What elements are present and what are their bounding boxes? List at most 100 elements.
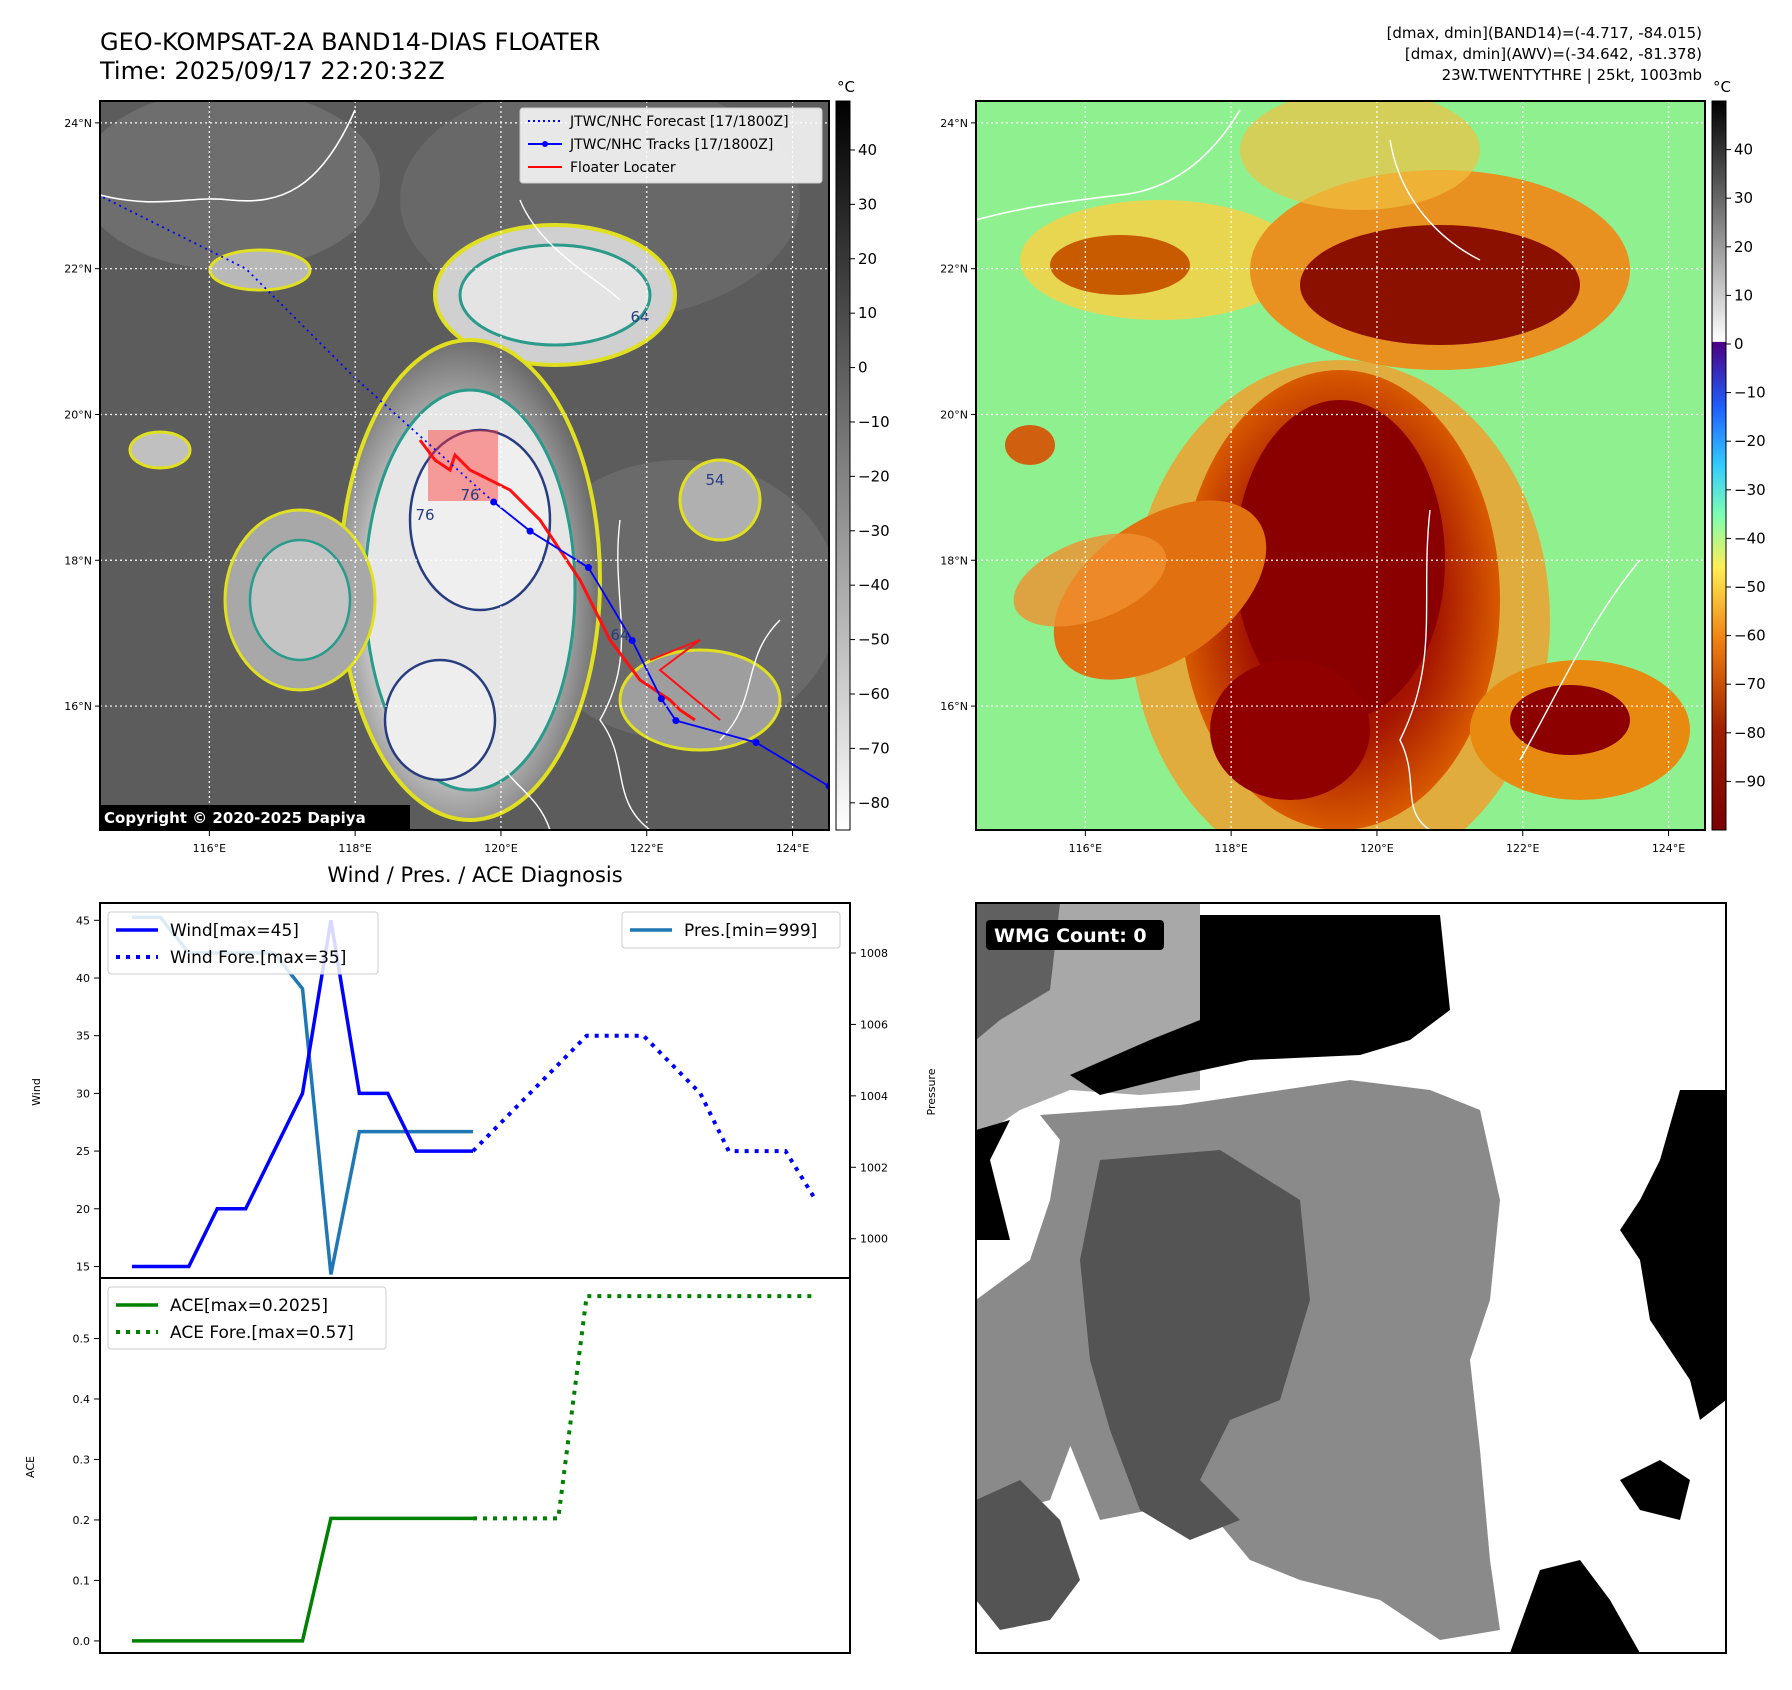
legend-tracks: JTWC/NHC Tracks [17/1800Z] [569,137,773,153]
best-track-point [672,717,680,725]
stats-awv: [dmax, dmin](AWV)=(-34.642, -81.378) [1405,45,1702,63]
wmg-panel: WMG Count: 0 [975,902,1727,1654]
wmg-count-label: WMG Count: 0 [994,925,1147,947]
awv-map-panel: 24°N 22°N 20°N 18°N 16°N 116°E 118°E 120°E 122°… [940,78,1766,855]
awv-gridlines [976,101,1705,830]
ir-colorbar [835,100,851,831]
colorbar-tick-label: −20 [858,467,890,485]
colorbar-tick-label: 20 [1734,238,1753,256]
lon-tick-label: 120°E [1360,842,1393,855]
wind-tick-label: 15 [76,1260,90,1273]
lat-tick-label: 22°N [940,263,968,276]
figure-time: Time: 2025/09/17 22:20:32Z [99,57,445,85]
lat-tick-label: 24°N [940,117,968,130]
lat-tick-label: 18°N [940,554,968,567]
wind-axis-label: Wind [30,1078,43,1106]
best-track-point [628,636,636,644]
ir-colorbar-ticks: 40 30 20 10 0 −10 −20 −30 −40 −50 −60 −70 −80 [850,141,890,812]
colorbar-tick-label: −30 [1734,481,1766,499]
diagnosis-title: Wind / Pres. / ACE Diagnosis [327,863,622,887]
ir-imagery: 64 76 76 54 64 [100,101,829,830]
colorbar-tick-label: −10 [858,413,890,431]
wind-tick-label: 25 [76,1145,90,1158]
wind-tick-label: 35 [76,1030,90,1043]
legend-ace-fore-label: ACE Fore.[max=0.57] [170,1323,354,1343]
awv-colorbar [1711,100,1727,831]
colorbar-tick-label: 0 [858,359,868,377]
ir-map-panel: 64 76 76 54 64 24°N 22°N 20°N 18°N 16°N 116°E 118… [64,78,889,855]
colorbar-tick-label: −10 [1734,384,1766,402]
legend-ace-label: ACE[max=0.2025] [170,1296,328,1316]
lon-tick-label: 124°E [1652,842,1685,855]
colorbar-tick-label: −70 [858,739,890,757]
lon-tick-label: 124°E [776,842,809,855]
lon-tick-label: 118°E [1214,842,1247,855]
best-track-point [752,739,760,747]
ace-axis-label: ACE [24,1456,37,1478]
lat-tick-label: 22°N [64,263,92,276]
lon-tick-label: 116°E [193,842,226,855]
lat-tick-label: 24°N [64,117,92,130]
pressure-axis-label: Pressure [925,1068,938,1115]
contour-labels: 64 76 76 54 64 [415,308,724,644]
ace-legend [107,1286,387,1350]
pressure-tick-label: 1002 [860,1161,888,1174]
colorbar-tick-label: −80 [1734,724,1766,742]
colorbar-tick-label: 30 [858,195,877,213]
lon-tick-label: 118°E [338,842,371,855]
colorbar-tick-label: 10 [858,304,877,322]
contour-label: 64 [610,626,629,644]
legend-pres-label: Pres.[min=999] [684,921,817,941]
pressure-legend [621,911,841,949]
colorbar-tick-label: 30 [1734,189,1753,207]
wind-chart: 15 20 25 30 35 40 45 1000 1002 1004 1006 1008 Wind[m… [76,902,888,1279]
ace-tick-label: 0.0 [73,1635,91,1648]
colorbar-tick-label: 40 [858,141,877,159]
pressure-tick-label: 1004 [860,1090,888,1103]
lon-tick-label: 122°E [630,842,663,855]
legend-forecast: JTWC/NHC Forecast [17/1800Z] [569,114,789,130]
colorbar-tick-label: −60 [858,685,890,703]
awv-colorbar-ticks: 40 30 20 10 0 −10 −20 −30 −40 −50 −60 −70 −80 −90 [1726,141,1766,790]
colorbar-tick-label: −80 [858,794,890,812]
colorbar-tick-label: −40 [858,576,890,594]
colorbar-tick-label: −90 [1734,772,1766,790]
ir-legend: JTWC/NHC Forecast [17/1800Z] JTWC/NHC Tr… [519,107,823,184]
lon-tick-label: 116°E [1069,842,1102,855]
best-track-line [493,501,829,788]
colorbar-tick-label: −20 [1734,432,1766,450]
lon-tick-label: 120°E [484,842,517,855]
wind-tick-label: 20 [76,1203,90,1216]
ace-tick-label: 0.1 [73,1574,91,1587]
ir-colorbar-unit: °C [837,78,855,96]
lat-tick-label: 16°N [64,700,92,713]
ace-tick-label: 0.3 [73,1453,91,1466]
wind-tick-label: 45 [76,914,90,927]
legend-floater: Floater Locater [570,160,676,176]
colorbar-tick-label: −70 [1734,675,1766,693]
ace-tick-label: 0.4 [73,1393,91,1406]
awv-lon-ticks: 116°E 118°E 120°E 122°E 124°E [1069,830,1685,855]
wind-forecast-line [471,1033,816,1199]
pressure-tick-label: 1006 [860,1018,888,1031]
pressure-tick-label: 1008 [860,947,888,960]
ir-lon-ticks: 116°E 118°E 120°E 122°E 124°E [193,830,809,855]
awv-lat-ticks: 24°N 22°N 20°N 18°N 16°N [940,117,976,713]
contour-label: 54 [705,471,724,489]
lat-tick-label: 16°N [940,700,968,713]
colorbar-tick-label: −60 [1734,627,1766,645]
colorbar-tick-label: −40 [1734,529,1766,547]
colorbar-tick-label: 10 [1734,286,1753,304]
lat-tick-label: 20°N [64,408,92,421]
ace-line [132,1516,473,1643]
best-track-point [584,564,592,572]
awv-imagery [976,101,1705,830]
colorbar-tick-label: 40 [1734,141,1753,159]
colorbar-tick-label: 20 [858,250,877,268]
lat-tick-label: 18°N [64,554,92,567]
stats-band14: [dmax, dmin](BAND14)=(-4.717, -84.015) [1387,24,1702,42]
legend-wind-fore-label: Wind Fore.[max=35] [170,948,346,968]
ace-tick-label: 0.2 [73,1514,91,1527]
colorbar-tick-label: −30 [858,522,890,540]
colorbar-tick-label: −50 [1734,578,1766,596]
